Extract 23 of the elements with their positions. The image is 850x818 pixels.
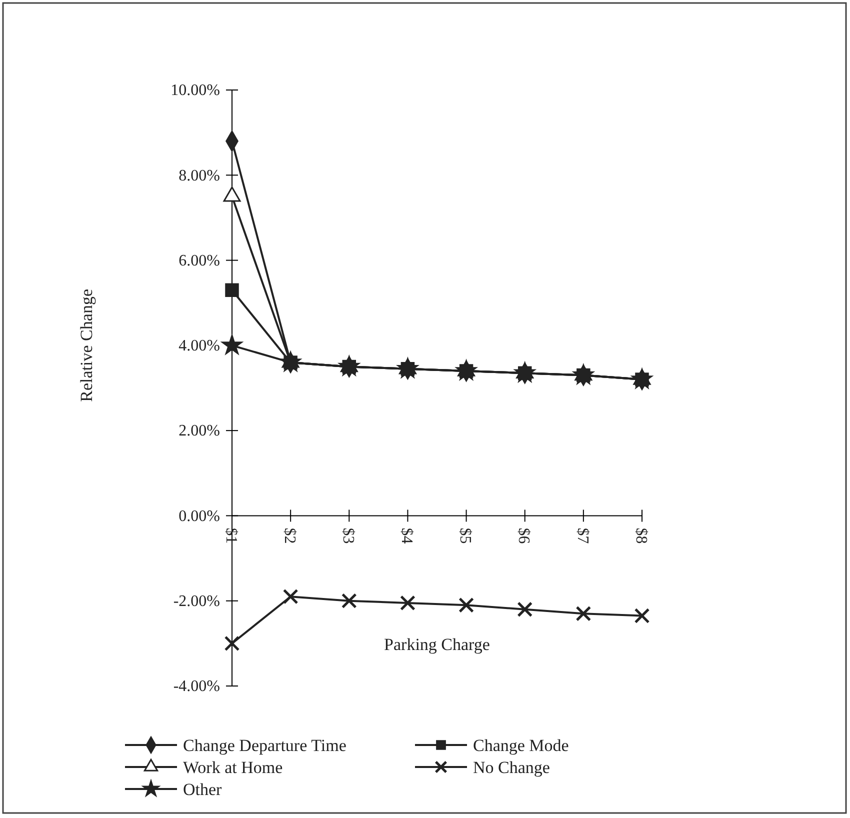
y-tick-label: 8.00%: [178, 167, 220, 184]
y-tick-label: 6.00%: [178, 252, 220, 270]
x-tick-label: $7: [574, 528, 591, 544]
y-axis-title: Relative Change: [77, 289, 96, 402]
legend-label: Change Mode: [473, 736, 569, 755]
x-tick-label: $6: [515, 528, 532, 544]
y-tick-label: 4.00%: [178, 338, 220, 355]
y-tick-label: 10.00%: [170, 82, 220, 100]
y-tick-label: -4.00%: [173, 678, 220, 696]
x-tick-label: $8: [632, 528, 650, 544]
y-tick-label: 2.00%: [178, 422, 220, 440]
x-tick-label: $5: [456, 528, 474, 544]
x-tick-label: $3: [340, 528, 357, 544]
legend-label: Work at Home: [183, 758, 283, 777]
x-tick-label: $2: [280, 528, 298, 544]
y-tick-label: 0.00%: [178, 508, 220, 525]
x-tick-label: $1: [222, 528, 240, 544]
legend-label: No Change: [473, 758, 550, 777]
legend-label: Other: [183, 780, 222, 799]
x-tick-label: $4: [398, 528, 416, 544]
x-axis-title: Parking Charge: [384, 635, 490, 654]
y-tick-label: -2.00%: [173, 592, 220, 610]
legend-label: Change Departure Time: [183, 736, 346, 755]
